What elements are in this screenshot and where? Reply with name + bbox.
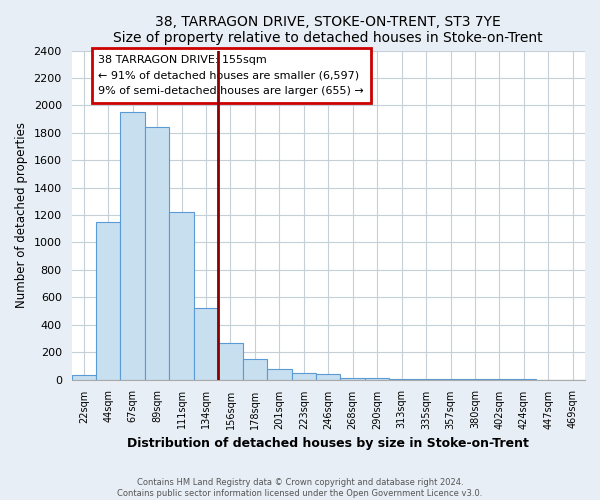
Bar: [267, 368, 292, 380]
Bar: [389, 379, 414, 380]
Bar: [194, 308, 218, 380]
Bar: [340, 378, 365, 380]
Bar: [292, 372, 316, 380]
Bar: [365, 378, 389, 380]
Bar: [96, 222, 121, 380]
Bar: [71, 376, 96, 380]
Bar: [316, 374, 340, 380]
Title: 38, TARRAGON DRIVE, STOKE-ON-TRENT, ST3 7YE
Size of property relative to detache: 38, TARRAGON DRIVE, STOKE-ON-TRENT, ST3 …: [113, 15, 543, 45]
X-axis label: Distribution of detached houses by size in Stoke-on-Trent: Distribution of detached houses by size …: [127, 437, 529, 450]
Y-axis label: Number of detached properties: Number of detached properties: [15, 122, 28, 308]
Bar: [218, 342, 242, 380]
Bar: [121, 112, 145, 380]
Bar: [145, 128, 169, 380]
Text: 38 TARRAGON DRIVE: 155sqm
← 91% of detached houses are smaller (6,597)
9% of sem: 38 TARRAGON DRIVE: 155sqm ← 91% of detac…: [98, 54, 364, 96]
Bar: [242, 359, 267, 380]
Bar: [169, 212, 194, 380]
Text: Contains HM Land Registry data © Crown copyright and database right 2024.
Contai: Contains HM Land Registry data © Crown c…: [118, 478, 482, 498]
